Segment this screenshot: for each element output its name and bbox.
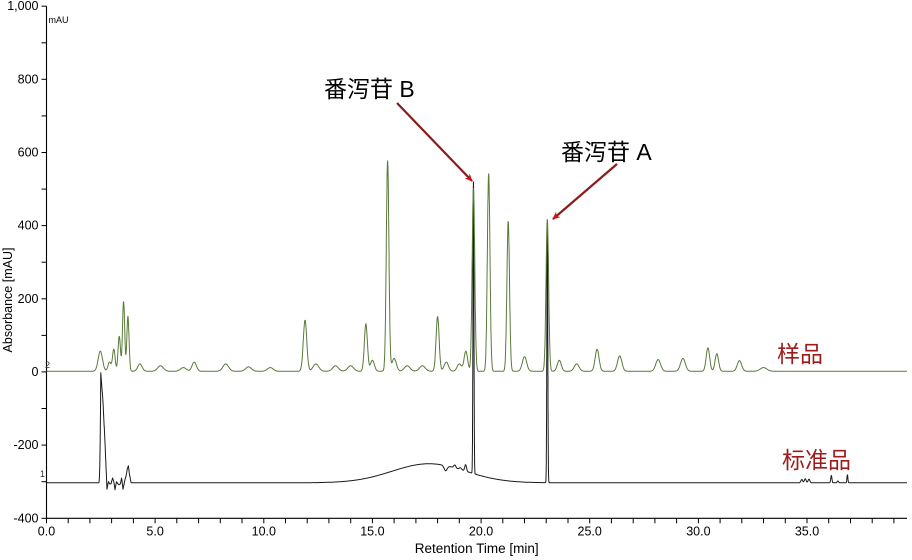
svg-text:400: 400: [18, 219, 39, 233]
svg-text:0: 0: [32, 365, 39, 379]
svg-text:200: 200: [18, 292, 39, 306]
svg-text:样品: 样品: [777, 341, 823, 367]
svg-text:mAU: mAU: [49, 15, 69, 25]
svg-text:15.0: 15.0: [360, 524, 384, 538]
svg-text:1: 1: [40, 469, 45, 479]
svg-text:0.0: 0.0: [38, 524, 55, 538]
svg-text:35.0: 35.0: [795, 524, 819, 538]
svg-text:标准品: 标准品: [782, 447, 851, 473]
svg-text:600: 600: [18, 146, 39, 160]
svg-text:30.0: 30.0: [686, 524, 710, 538]
svg-text:-400: -400: [13, 511, 38, 525]
svg-text:10.0: 10.0: [252, 524, 276, 538]
svg-text:Absorbance [mAU]: Absorbance [mAU]: [1, 248, 15, 353]
svg-text:番泻苷 A: 番泻苷 A: [561, 139, 652, 165]
svg-text:2: 2: [45, 360, 50, 370]
svg-text:25.0: 25.0: [578, 524, 602, 538]
svg-text:20.0: 20.0: [469, 524, 493, 538]
svg-text:番泻苷 B: 番泻苷 B: [324, 76, 415, 102]
svg-text:Retention Time [min]: Retention Time [min]: [415, 541, 539, 556]
svg-text:-200: -200: [13, 438, 38, 452]
svg-text:800: 800: [18, 72, 39, 86]
svg-text:1,000: 1,000: [7, 0, 38, 13]
svg-text:5.0: 5.0: [146, 524, 163, 538]
